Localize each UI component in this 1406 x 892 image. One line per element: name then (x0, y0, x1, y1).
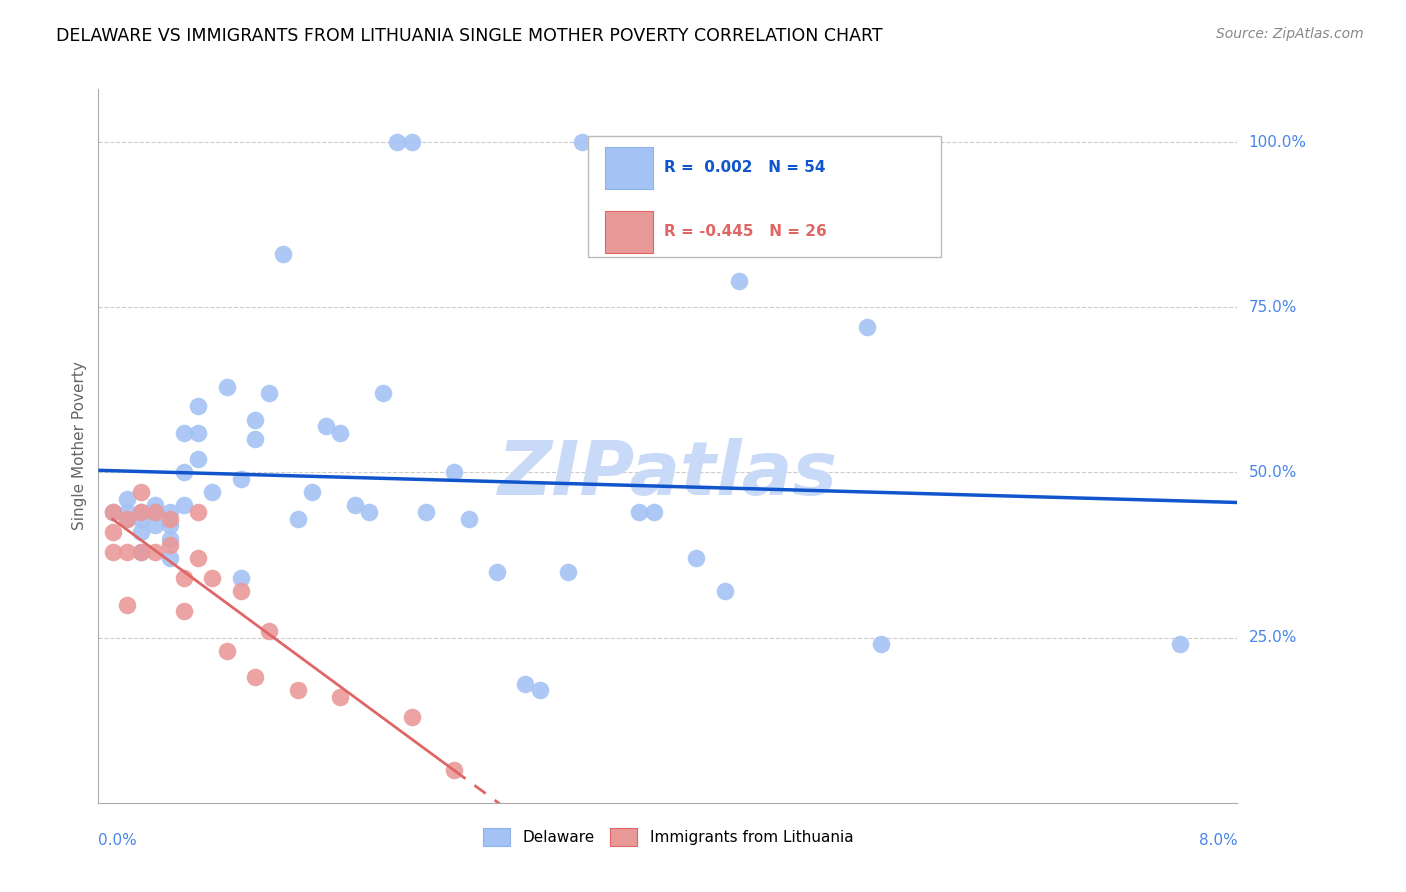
Point (728, 274, 751, 288)
Point (101, 505, 124, 519)
FancyBboxPatch shape (605, 211, 652, 253)
Point (401, 710, 423, 724)
Point (287, 683, 309, 698)
Point (145, 505, 167, 519)
Point (415, 505, 437, 519)
Point (870, 637, 893, 651)
Text: 0.0%: 0.0% (98, 833, 138, 848)
Point (129, 505, 152, 519)
Y-axis label: Single Mother Poverty: Single Mother Poverty (72, 361, 87, 531)
Point (101, 524, 124, 539)
Point (129, 485, 152, 500)
Point (401, 135, 423, 149)
Point (129, 524, 152, 539)
Point (273, 247, 295, 261)
Point (129, 511, 152, 525)
Text: 25.0%: 25.0% (1249, 630, 1296, 645)
Text: 75.0%: 75.0% (1249, 300, 1296, 315)
Text: 8.0%: 8.0% (1198, 833, 1237, 848)
Point (145, 518, 167, 533)
Point (229, 584, 252, 599)
Text: 100.0%: 100.0% (1249, 135, 1306, 150)
Point (129, 505, 152, 519)
Point (101, 505, 124, 519)
Point (714, 584, 737, 599)
Point (159, 532, 181, 546)
Point (571, 135, 593, 149)
Text: 50.0%: 50.0% (1249, 465, 1296, 480)
Point (387, 135, 409, 149)
Text: ZIPatlas: ZIPatlas (498, 438, 838, 511)
Point (129, 545, 152, 559)
Point (215, 379, 238, 393)
Legend: Delaware, Immigrants from Lithuania: Delaware, Immigrants from Lithuania (477, 822, 859, 852)
Text: R =  0.002   N = 54: R = 0.002 N = 54 (665, 161, 825, 175)
Point (159, 511, 181, 525)
Point (215, 644, 238, 658)
Point (115, 511, 138, 525)
Text: Source: ZipAtlas.com: Source: ZipAtlas.com (1216, 27, 1364, 41)
Point (529, 683, 551, 698)
Point (329, 690, 352, 704)
Point (115, 598, 138, 612)
Point (515, 677, 537, 691)
Point (557, 565, 579, 579)
Point (628, 505, 651, 519)
Text: DELAWARE VS IMMIGRANTS FROM LITHUANIA SINGLE MOTHER POVERTY CORRELATION CHART: DELAWARE VS IMMIGRANTS FROM LITHUANIA SI… (56, 27, 883, 45)
Point (643, 505, 665, 519)
Point (101, 545, 124, 559)
Point (443, 763, 465, 777)
Point (173, 604, 195, 618)
Point (115, 505, 138, 519)
Point (301, 485, 323, 500)
Point (145, 499, 167, 513)
Point (187, 505, 209, 519)
Point (259, 386, 281, 401)
Point (329, 425, 352, 440)
Point (159, 505, 181, 519)
Point (443, 466, 465, 480)
Point (115, 491, 138, 506)
Point (856, 320, 879, 334)
Point (159, 551, 181, 566)
Point (287, 511, 309, 525)
Point (159, 518, 181, 533)
Point (173, 466, 195, 480)
Point (145, 505, 167, 519)
Point (159, 538, 181, 552)
Point (243, 433, 266, 447)
Point (187, 425, 209, 440)
Point (173, 571, 195, 585)
Point (187, 551, 209, 566)
Point (243, 412, 266, 426)
Point (457, 511, 479, 525)
Point (486, 565, 509, 579)
Point (259, 624, 281, 638)
Text: R = -0.445   N = 26: R = -0.445 N = 26 (665, 225, 827, 239)
FancyBboxPatch shape (588, 136, 941, 257)
Point (145, 545, 167, 559)
Point (229, 571, 252, 585)
Point (201, 485, 224, 500)
Point (187, 400, 209, 414)
Point (315, 419, 337, 434)
Point (129, 545, 152, 559)
Point (115, 545, 138, 559)
Point (115, 511, 138, 525)
Point (371, 386, 394, 401)
Point (685, 551, 707, 566)
Point (187, 452, 209, 467)
Point (173, 425, 195, 440)
Point (243, 670, 266, 684)
Point (201, 571, 224, 585)
Point (229, 472, 252, 486)
Point (343, 499, 366, 513)
Point (357, 505, 380, 519)
Point (173, 499, 195, 513)
FancyBboxPatch shape (605, 146, 652, 189)
Point (1170, 637, 1192, 651)
